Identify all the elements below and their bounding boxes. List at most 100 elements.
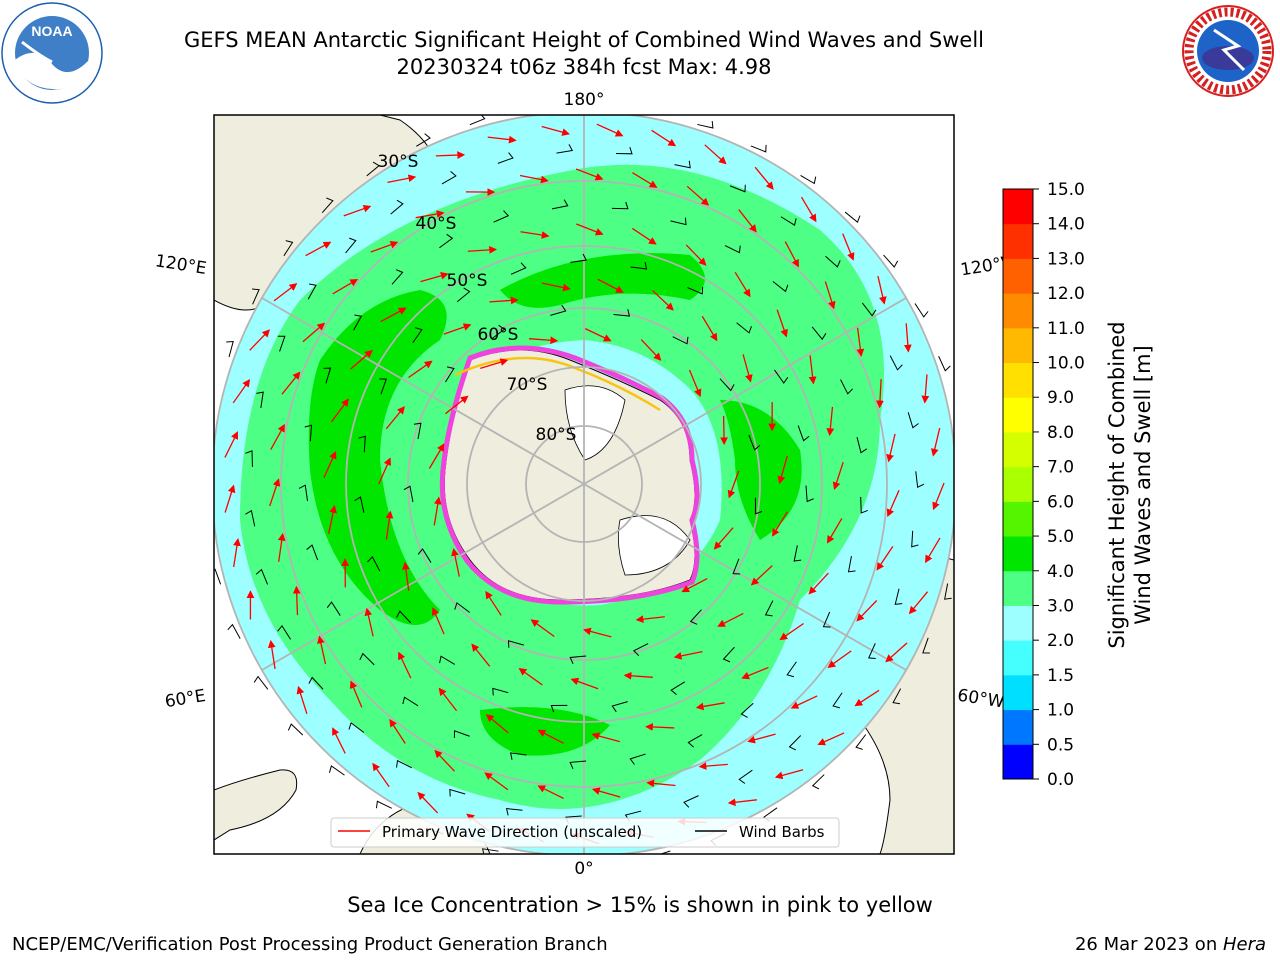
colorbar-tick-label: 8.0 <box>1047 423 1074 443</box>
wave-arrow <box>591 787 621 798</box>
wind-barb <box>938 355 951 372</box>
wave-arrow <box>623 671 653 680</box>
colorbar-tick-label: 7.0 <box>1047 458 1074 478</box>
wave-arrow <box>932 482 945 511</box>
wave-band-green-west <box>308 290 447 625</box>
wind-barb <box>740 702 754 718</box>
wind-barb <box>441 170 457 185</box>
wind-barb <box>226 340 234 358</box>
colorbar-segment <box>1003 327 1033 364</box>
wave-arrow <box>575 168 604 181</box>
wind-barb <box>724 245 741 254</box>
wind-barb <box>354 496 365 513</box>
wind-barb <box>629 753 646 765</box>
wave-arrow <box>854 689 880 707</box>
wave-arrow <box>877 275 887 305</box>
wave-arrow <box>380 307 407 323</box>
wind-barb <box>697 120 714 129</box>
wind-barb <box>611 201 629 210</box>
legend-wave-direction: Primary Wave Direction (unscaled) <box>382 823 642 841</box>
wind-barb <box>811 774 825 790</box>
wind-barb <box>719 378 735 392</box>
wave-arrow <box>747 733 776 744</box>
wind-barb <box>911 530 919 548</box>
wind-barb <box>868 643 876 660</box>
wind-barb <box>328 765 345 776</box>
wave-arrow <box>541 282 571 292</box>
map-legend: Primary Wave Direction (unscaled) Wind B… <box>330 817 840 848</box>
wind-barb <box>674 160 691 169</box>
wave-arrow <box>232 378 251 404</box>
wind-barb <box>326 601 341 616</box>
wave-arrow <box>420 272 449 283</box>
wave-arrow <box>826 406 835 437</box>
wind-barb <box>413 422 422 440</box>
wave-arrow <box>330 398 349 423</box>
wave-arrow <box>349 680 363 708</box>
wind-barb <box>736 322 752 334</box>
wave-arrow <box>591 732 620 743</box>
wave-arrow <box>903 323 912 353</box>
wave-arrow <box>323 450 337 478</box>
wind-barb <box>892 688 902 705</box>
wave-arrow <box>632 172 658 188</box>
wave-arrow <box>651 129 677 147</box>
wave-band-green-north <box>500 253 705 308</box>
wind-barb <box>391 269 404 285</box>
wave-arrow <box>652 290 674 311</box>
wind-barb <box>505 807 523 816</box>
wave-arrow <box>827 650 852 668</box>
wave-arrow <box>885 642 908 663</box>
wind-barb <box>417 548 432 563</box>
wind-barb <box>497 152 514 164</box>
wind-barb <box>493 210 510 223</box>
wave-arrow <box>528 336 559 345</box>
wind-barb <box>379 378 387 395</box>
colorbar-label-line1: Significant Height of Combined <box>1105 321 1129 648</box>
wave-arrow <box>431 607 445 635</box>
wave-arrow <box>480 358 509 370</box>
wind-barb <box>883 254 899 268</box>
wave-arrow <box>584 328 612 342</box>
wave-arrow <box>332 278 359 295</box>
wave-arrow <box>596 123 624 137</box>
wave-arrow <box>886 489 900 518</box>
wind-barb <box>840 379 854 395</box>
lon-label-180: 180° <box>564 90 605 110</box>
colorbar-segment <box>1003 570 1033 606</box>
lon-label-0: 0° <box>574 859 593 879</box>
wave-arrow <box>328 505 337 534</box>
wave-arrow <box>385 406 405 430</box>
wave-arrow <box>790 695 818 709</box>
chart-subtitle: 20230324 t06z 384h fcst Max: 4.98 <box>396 55 772 79</box>
nws-logo-icon <box>1182 5 1274 97</box>
wave-arrow <box>876 545 894 571</box>
wind-barb <box>307 283 317 300</box>
wind-barb <box>245 509 256 527</box>
wave-arrow <box>428 443 445 469</box>
wind-barbs <box>214 115 952 854</box>
wave-arrow <box>438 687 458 712</box>
lat-label-40s: 40°S <box>416 214 457 234</box>
wave-arrow <box>772 511 788 537</box>
colorbar-tick-label: 1.0 <box>1047 701 1074 721</box>
wave-arrow <box>537 729 564 744</box>
wind-barb <box>689 609 702 625</box>
wave-arrow <box>784 241 799 268</box>
wave-arrow <box>537 785 564 800</box>
wave-arrow <box>518 667 543 686</box>
wind-barb <box>738 769 753 784</box>
wind-barb <box>492 687 509 696</box>
wave-arrow <box>224 431 238 458</box>
wave-arrow <box>673 650 703 660</box>
wave-arrow <box>433 496 442 526</box>
wind-barb <box>412 327 423 344</box>
wave-arrow <box>727 798 757 807</box>
wave-arrow <box>704 144 727 165</box>
colorbar-segment <box>1003 536 1033 572</box>
wind-barb <box>786 661 797 678</box>
wave-arrow <box>876 379 884 409</box>
africa-land <box>214 769 298 841</box>
wind-barb <box>353 314 363 331</box>
wind-barb <box>550 704 568 713</box>
